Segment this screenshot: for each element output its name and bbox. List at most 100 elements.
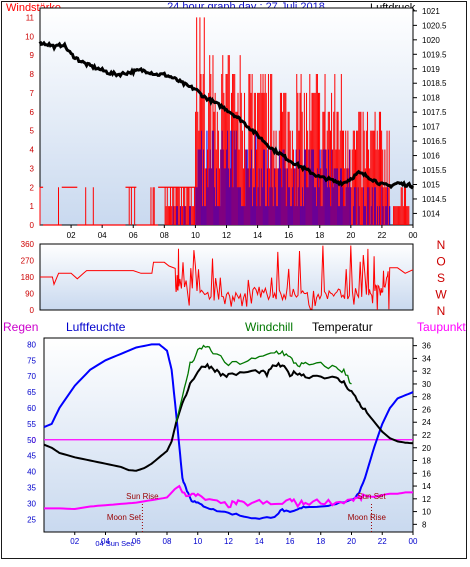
x-tick-label: 14 <box>253 231 262 240</box>
y-left-tick-label: 360 <box>21 240 35 249</box>
x-tick-label: 18 <box>315 231 324 240</box>
y-left-tick-label: 0 <box>30 221 35 230</box>
y-right-tick-label: 10 <box>422 508 431 517</box>
y-right-tick-label: 30 <box>422 380 431 389</box>
y-right-tick-label: 1019.5 <box>422 50 447 59</box>
x-tick-label: 20 <box>346 231 355 240</box>
x-tick-label: 16 <box>284 231 293 240</box>
y-right-tick-label: 1021 <box>422 7 440 16</box>
y-right-tick-label: 1015 <box>422 180 440 189</box>
y-left-tick-label: 270 <box>21 257 35 266</box>
wind-direction-line <box>40 245 414 310</box>
y-right-tick-label: 1020 <box>422 36 440 45</box>
y-right-tick-label: 12 <box>422 495 431 504</box>
y-left-tick-label: 9 <box>30 51 35 60</box>
y-right-tick-label: 1017 <box>422 123 440 132</box>
y-right-tick-label: 1014.5 <box>422 195 447 204</box>
y-left-tick-label: 80 <box>27 340 36 349</box>
x-tick-label: 06 <box>129 231 138 240</box>
x-tick-label: 04 <box>101 537 110 546</box>
y-right-tick-label: 22 <box>422 431 431 440</box>
wind-pressure-chart: 0123456789101110141014.510151015.5101610… <box>25 7 447 240</box>
y-right-tick-label: 34 <box>422 354 431 363</box>
y-right-tick-label: 8 <box>422 520 427 529</box>
taupunkt-line <box>44 484 413 511</box>
y-left-tick-label: 3 <box>30 164 35 173</box>
y-left-tick-label: 180 <box>21 273 35 282</box>
y-left-tick-label: 7 <box>30 89 35 98</box>
y-left-tick-label: 30 <box>27 499 36 508</box>
y-left-tick-label: 55 <box>27 420 36 429</box>
x-tick-label: 12 <box>224 537 233 546</box>
y-left-tick-label: 6 <box>30 108 35 117</box>
x-tick-label: 22 <box>377 231 386 240</box>
y-left-tick-label: 1 <box>30 202 35 211</box>
temperature-humidity-chart: 0 Sun Rise Moon Set Sun Set Moon Rise 04 Sun… <box>27 337 431 548</box>
compass-label: W <box>435 288 447 302</box>
compass-label: N <box>437 238 446 252</box>
y-right-tick-label: 1020.5 <box>422 21 447 30</box>
x-tick-label: 08 <box>160 231 169 240</box>
y-right-tick-label: 1018.5 <box>422 79 447 88</box>
y-right-tick-label: 26 <box>422 405 431 414</box>
wind-speed-bars <box>39 17 410 226</box>
windchill-line <box>175 344 352 423</box>
x-tick-label: 14 <box>255 537 264 546</box>
windchill-label: Windchill <box>245 320 293 334</box>
y-left-tick-label: 70 <box>27 372 36 381</box>
y-right-tick-label: 18 <box>422 457 431 466</box>
annotation-label: Moon Rise <box>348 513 387 522</box>
y-right-tick-label: 36 <box>422 342 431 351</box>
y-right-tick-label: 32 <box>422 367 431 376</box>
y-right-tick-label: 1018 <box>422 94 440 103</box>
y-right-tick-label: 16 <box>422 469 431 478</box>
temperatur-label: Temperatur <box>312 320 373 334</box>
annotation-label: Sun Set <box>357 492 386 501</box>
y-right-tick-label: 1015.5 <box>422 166 447 175</box>
luftfeuchte-label: Luftfeuchte <box>66 320 126 334</box>
x-tick-label: 18 <box>316 537 325 546</box>
y-right-tick-label: 1016.5 <box>422 137 447 146</box>
y-right-tick-label: 1017.5 <box>422 108 447 117</box>
luftfeuchte-line <box>43 343 414 520</box>
y-right-tick-label: 28 <box>422 393 431 402</box>
x-tick-label: 04 <box>98 231 107 240</box>
y-left-tick-label: 75 <box>27 356 36 365</box>
x-tick-label: 22 <box>378 537 387 546</box>
y-right-tick-label: 1019 <box>422 65 440 74</box>
y-left-tick-label: 10 <box>25 32 34 41</box>
x-tick-label: 02 <box>70 537 79 546</box>
taupunkt-label: Taupunkt <box>417 320 466 334</box>
x-tick-label: 02 <box>67 231 76 240</box>
x-tick-label: 00 <box>409 537 418 546</box>
y-left-tick-label: 45 <box>27 452 36 461</box>
y-left-tick-label: 2 <box>30 183 35 192</box>
rain-zero-label: 0 <box>32 436 37 445</box>
x-tick-label: 12 <box>222 231 231 240</box>
temperatur-line <box>43 361 414 472</box>
y-left-tick-label: 60 <box>27 404 36 413</box>
y-left-tick-label: 65 <box>27 388 36 397</box>
y-right-tick-label: 1014 <box>422 209 440 218</box>
x-tick-label: 10 <box>193 537 202 546</box>
y-left-tick-label: 0 <box>30 306 35 315</box>
x-tick-label: 00 <box>409 231 418 240</box>
y-right-tick-label: 1016 <box>422 152 440 161</box>
regen-label: Regen <box>3 320 38 334</box>
compass-label: N <box>437 304 446 318</box>
y-left-tick-label: 8 <box>30 70 35 79</box>
y-left-tick-label: 5 <box>30 127 35 136</box>
compass-label: S <box>437 271 445 285</box>
x-tick-label: 08 <box>163 537 172 546</box>
x-tick-label: 10 <box>191 231 200 240</box>
annotation-label: Moon Set <box>107 513 142 522</box>
y-right-tick-label: 14 <box>422 482 431 491</box>
x-tick-label: 20 <box>347 537 356 546</box>
pressure-line <box>38 40 415 190</box>
y-right-tick-label: 24 <box>422 418 431 427</box>
y-left-tick-label: 11 <box>26 13 35 22</box>
y-left-tick-label: 35 <box>27 483 36 492</box>
